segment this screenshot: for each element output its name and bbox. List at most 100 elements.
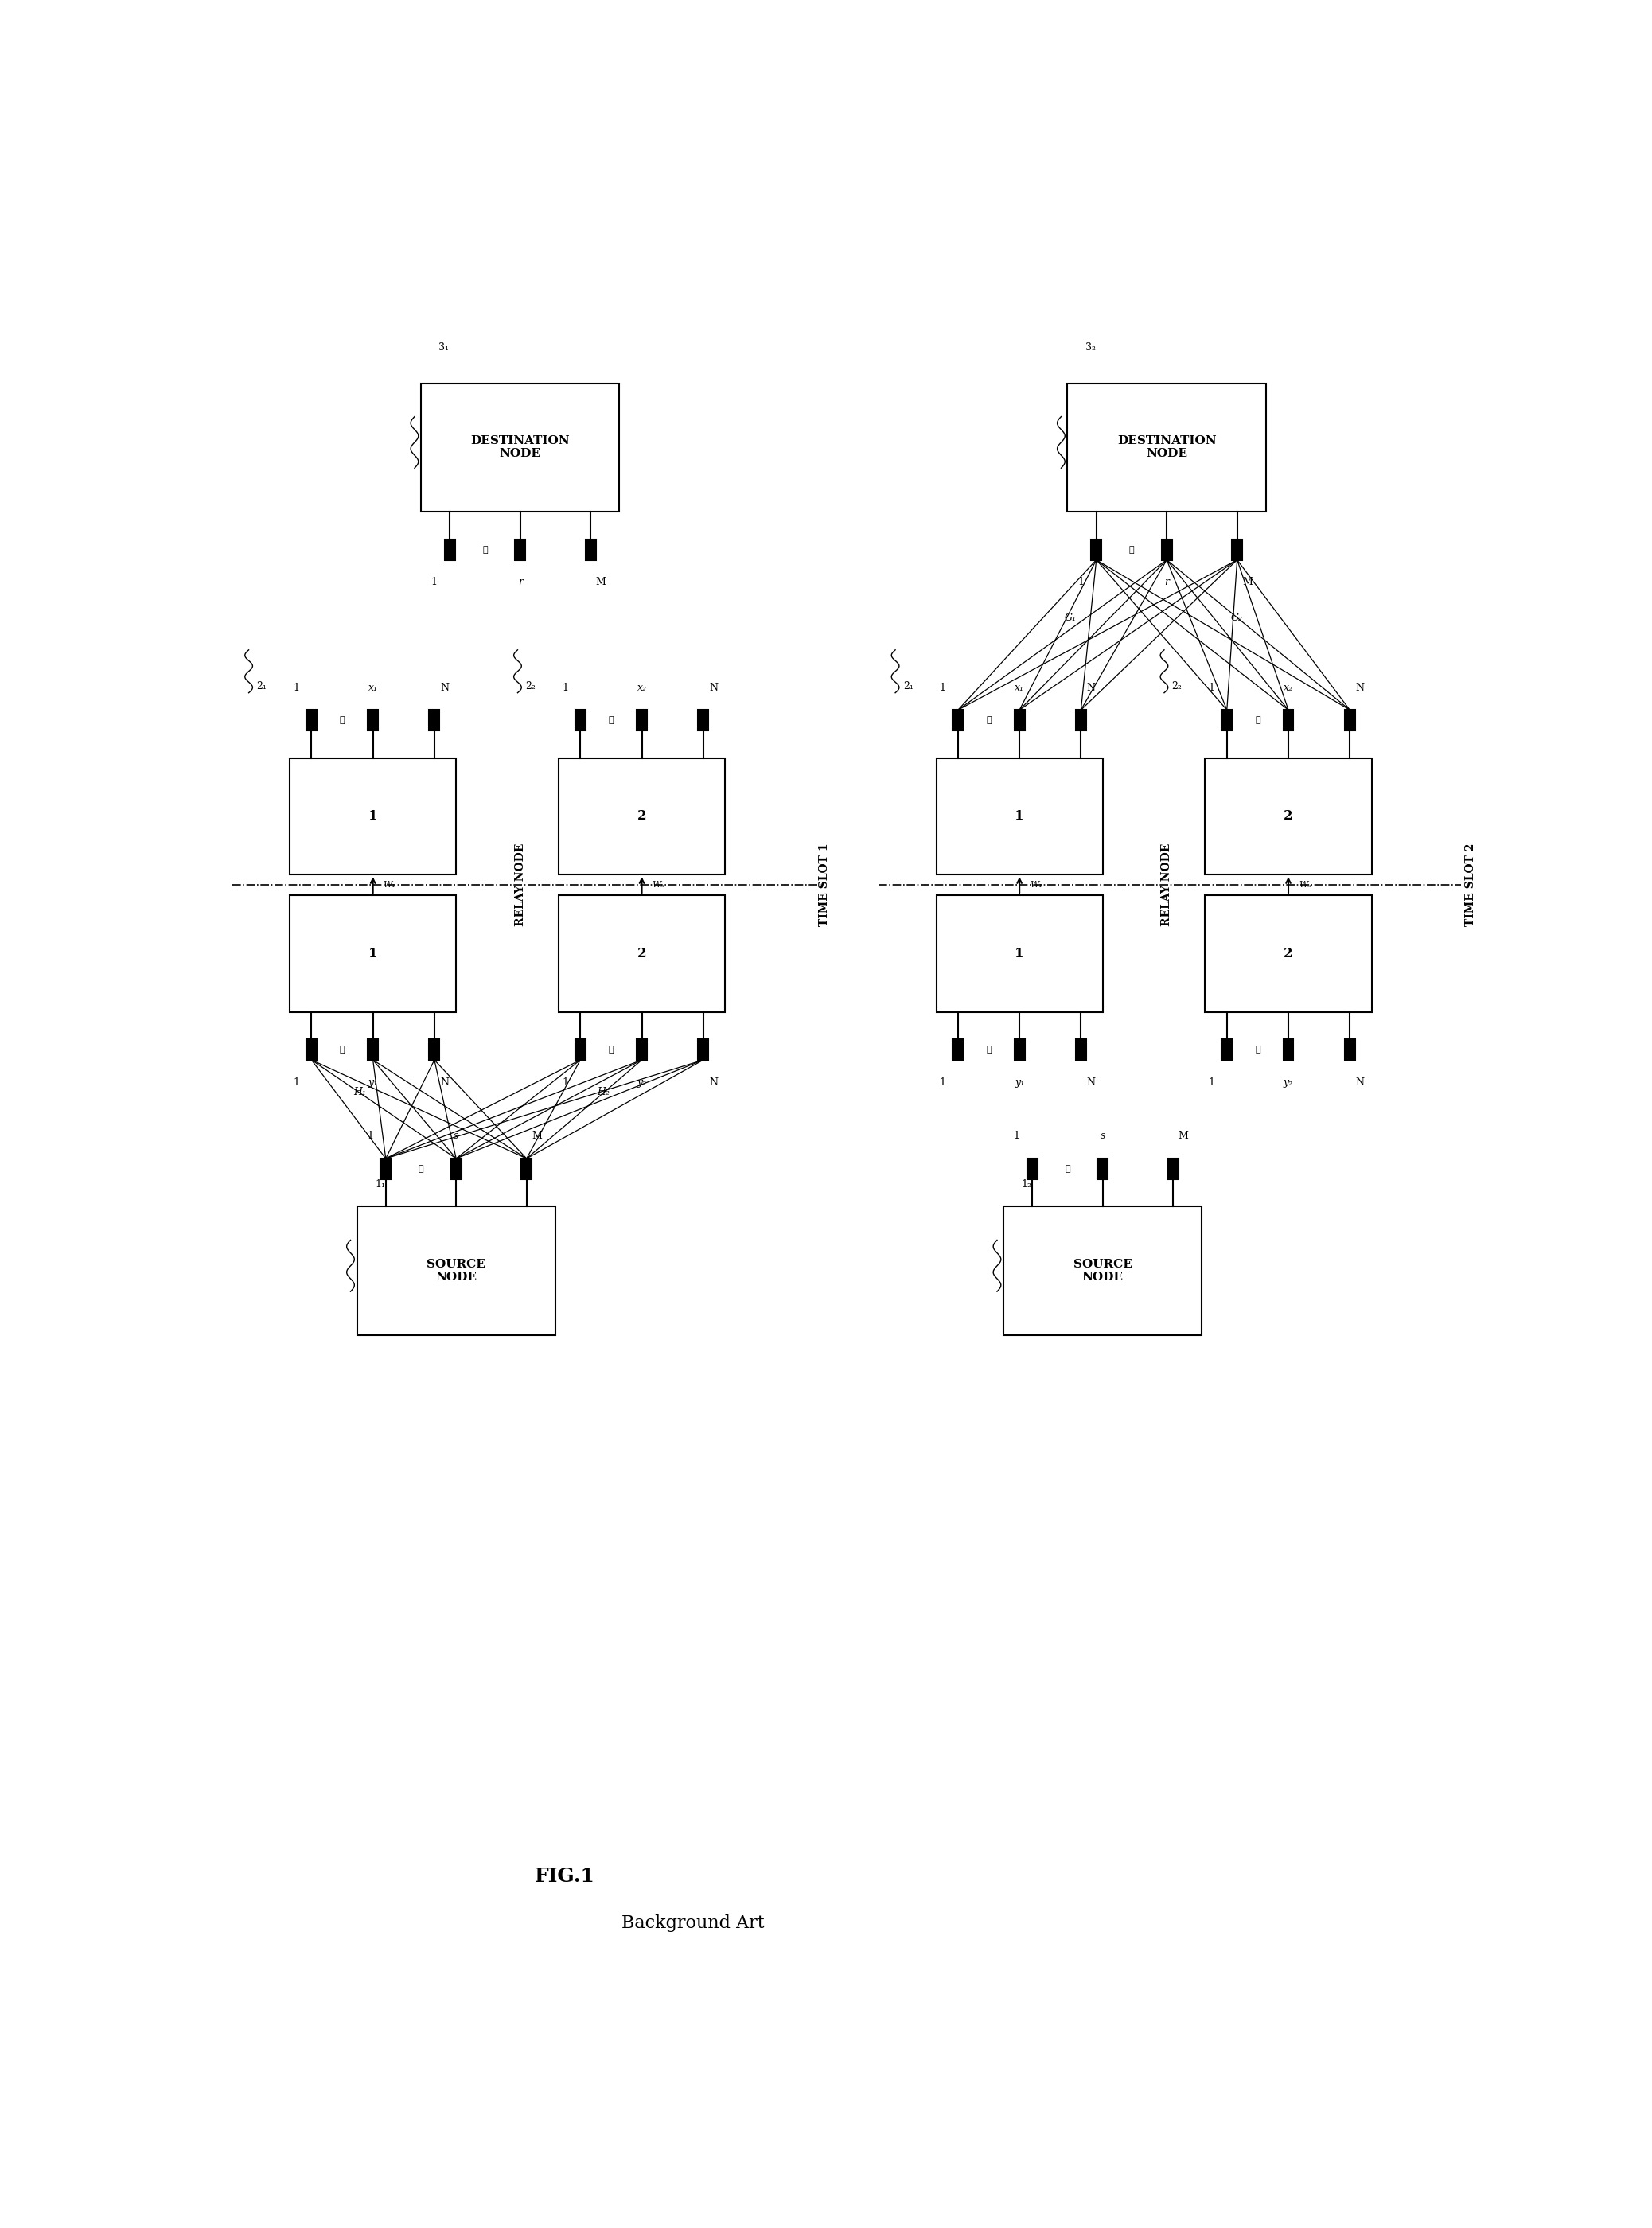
Bar bbox=[368, 1038, 378, 1061]
Text: 2₂: 2₂ bbox=[1171, 682, 1183, 691]
Text: 1₂: 1₂ bbox=[1021, 1179, 1032, 1190]
Bar bbox=[306, 1038, 317, 1061]
Bar bbox=[1345, 711, 1355, 731]
Bar bbox=[1075, 711, 1085, 731]
Bar bbox=[444, 539, 454, 559]
Bar bbox=[953, 1038, 963, 1061]
Bar bbox=[575, 711, 585, 731]
Bar bbox=[1168, 1159, 1178, 1179]
Text: 1: 1 bbox=[940, 1076, 947, 1087]
Bar bbox=[1014, 711, 1024, 731]
Text: Wₖ: Wₖ bbox=[653, 880, 664, 889]
Text: x₂: x₂ bbox=[638, 682, 646, 693]
Text: 2₁: 2₁ bbox=[256, 682, 266, 691]
Bar bbox=[1097, 1159, 1108, 1179]
Bar bbox=[636, 1038, 648, 1061]
Text: M: M bbox=[532, 1132, 542, 1141]
Text: 1: 1 bbox=[562, 1076, 568, 1087]
Text: N: N bbox=[441, 682, 449, 693]
Text: 2: 2 bbox=[1284, 809, 1294, 822]
Text: 2₁: 2₁ bbox=[904, 682, 914, 691]
Bar bbox=[1092, 539, 1102, 559]
Bar bbox=[357, 1208, 555, 1335]
Text: 1: 1 bbox=[292, 1076, 299, 1087]
Bar bbox=[1345, 1038, 1355, 1061]
Bar bbox=[575, 1038, 585, 1061]
Text: ⋯: ⋯ bbox=[608, 1045, 613, 1054]
Text: RELAY NODE: RELAY NODE bbox=[1161, 844, 1173, 927]
Text: FIG.1: FIG.1 bbox=[535, 1867, 595, 1887]
Bar bbox=[1075, 1038, 1085, 1061]
Bar bbox=[451, 1159, 461, 1179]
Bar bbox=[558, 758, 725, 876]
Bar bbox=[585, 539, 596, 559]
Text: M: M bbox=[1242, 577, 1252, 588]
Text: 1: 1 bbox=[292, 682, 299, 693]
Text: ⋯: ⋯ bbox=[608, 715, 613, 724]
Text: ⋯: ⋯ bbox=[986, 715, 991, 724]
Bar bbox=[1028, 1159, 1037, 1179]
Text: TIME SLOT 1: TIME SLOT 1 bbox=[818, 844, 829, 927]
Bar bbox=[636, 711, 648, 731]
Bar bbox=[1206, 758, 1371, 876]
Bar bbox=[1222, 1038, 1232, 1061]
Bar bbox=[1232, 539, 1242, 559]
Text: 1: 1 bbox=[368, 809, 378, 822]
Bar bbox=[937, 896, 1104, 1012]
Text: 1: 1 bbox=[368, 947, 378, 960]
Text: y₂: y₂ bbox=[638, 1076, 646, 1087]
Text: x₁: x₁ bbox=[1014, 682, 1024, 693]
Text: 1: 1 bbox=[562, 682, 568, 693]
Text: SOURCE
NODE: SOURCE NODE bbox=[426, 1259, 486, 1283]
Text: ⋯: ⋯ bbox=[482, 546, 487, 553]
Bar bbox=[289, 758, 456, 876]
Text: y₂: y₂ bbox=[1284, 1076, 1294, 1087]
Text: W₁: W₁ bbox=[383, 880, 396, 889]
Bar bbox=[430, 1038, 439, 1061]
Bar bbox=[1003, 1208, 1203, 1335]
Bar bbox=[306, 711, 317, 731]
Bar bbox=[1067, 383, 1265, 512]
Text: N: N bbox=[1087, 1076, 1095, 1087]
Bar bbox=[937, 758, 1104, 876]
Text: N: N bbox=[1356, 682, 1365, 693]
Text: W₁: W₁ bbox=[1029, 880, 1042, 889]
Bar bbox=[699, 711, 709, 731]
Text: 1: 1 bbox=[367, 1132, 373, 1141]
Text: ⋯: ⋯ bbox=[418, 1165, 423, 1172]
Bar bbox=[1161, 539, 1171, 559]
Text: H₁: H₁ bbox=[354, 1087, 367, 1096]
Text: SOURCE
NODE: SOURCE NODE bbox=[1074, 1259, 1132, 1283]
Bar bbox=[699, 1038, 709, 1061]
Text: y₁: y₁ bbox=[1014, 1076, 1024, 1087]
Bar bbox=[368, 711, 378, 731]
Bar bbox=[953, 711, 963, 731]
Text: ⋯: ⋯ bbox=[1128, 546, 1135, 553]
Text: 1: 1 bbox=[1014, 947, 1024, 960]
Text: N: N bbox=[1087, 682, 1095, 693]
Text: DESTINATION
NODE: DESTINATION NODE bbox=[471, 434, 570, 459]
Text: y₁: y₁ bbox=[368, 1076, 378, 1087]
Text: M: M bbox=[596, 577, 606, 588]
Text: ⋯: ⋯ bbox=[1256, 1045, 1260, 1054]
Bar bbox=[430, 711, 439, 731]
Text: 2₂: 2₂ bbox=[525, 682, 535, 691]
Text: 2: 2 bbox=[638, 809, 646, 822]
Text: s: s bbox=[1100, 1132, 1105, 1141]
Text: x₁: x₁ bbox=[368, 682, 378, 693]
Text: r: r bbox=[517, 577, 522, 588]
Text: G₂: G₂ bbox=[1231, 613, 1242, 624]
Bar bbox=[1206, 896, 1371, 1012]
Bar bbox=[1222, 711, 1232, 731]
Text: ⋯: ⋯ bbox=[986, 1045, 991, 1054]
Text: 1: 1 bbox=[1014, 1132, 1021, 1141]
Bar bbox=[421, 383, 620, 512]
Bar bbox=[289, 896, 456, 1012]
Text: Background Art: Background Art bbox=[621, 1914, 765, 1932]
Text: N: N bbox=[709, 1076, 719, 1087]
Text: ⋯: ⋯ bbox=[1066, 1165, 1070, 1172]
Text: r: r bbox=[1165, 577, 1170, 588]
Text: 1: 1 bbox=[431, 577, 438, 588]
Bar bbox=[1284, 1038, 1294, 1061]
Text: 1: 1 bbox=[1208, 1076, 1214, 1087]
